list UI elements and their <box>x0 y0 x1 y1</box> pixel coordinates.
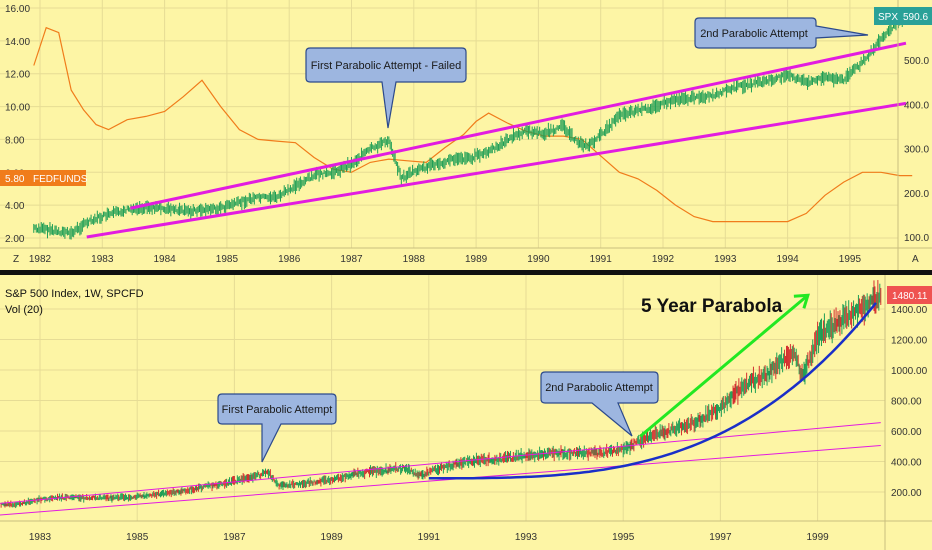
parabola-curve[interactable] <box>428 302 877 480</box>
bottom-x-tick: 1995 <box>612 532 635 543</box>
bottom-y-tick: 600.00 <box>891 427 922 438</box>
fedfunds-label: FEDFUNDS <box>33 174 88 185</box>
callout-second-top-text: 2nd Parabolic Attempt <box>700 28 808 40</box>
top-left-tick: 10.00 <box>5 103 30 114</box>
top-right-axis: 100.0 200.0 300.0 400.0 500.0 <box>904 56 929 244</box>
callout-first-failed-text: First Parabolic Attempt - Failed <box>311 60 461 72</box>
spx-value: 590.6 <box>903 12 928 23</box>
top-grid <box>0 0 898 248</box>
top-x-tick: 1983 <box>91 254 114 265</box>
fedfunds-value: 5.80 <box>5 174 25 185</box>
top-channel <box>86 41 907 239</box>
top-right-tick: 500.0 <box>904 56 929 67</box>
callout-first-bottom-text: First Parabolic Attempt <box>222 404 333 416</box>
bottom-x-axis: 1983 1985 1987 1989 1991 1993 1995 1997 1999 <box>29 532 829 543</box>
top-x-axis: 1982 1983 1984 1985 1986 1987 1988 1989 1990 1991… <box>29 254 862 265</box>
top-left-tick: 16.00 <box>5 4 30 15</box>
top-x-tick: 1988 <box>403 254 426 265</box>
fedfunds-badge-bg <box>0 170 86 186</box>
top-left-tick: 14.00 <box>5 37 30 48</box>
top-right-tick: 300.0 <box>904 145 929 156</box>
bottom-y-tick: 200.00 <box>891 488 922 499</box>
top-right-tick: 100.0 <box>904 233 929 244</box>
pane-divider[interactable] <box>0 270 932 275</box>
bottom-x-tick: 1997 <box>709 532 732 543</box>
bottom-y-tick: 400.00 <box>891 458 922 469</box>
axis-corner-right[interactable]: A <box>912 254 919 265</box>
top-x-tick: 1985 <box>216 254 239 265</box>
top-channel-upper[interactable] <box>130 41 907 210</box>
top-x-tick: 1989 <box>465 254 488 265</box>
fedfunds-series <box>33 26 913 223</box>
bottom-right-axis: 200.00 400.00 600.00 800.00 1000.00 1200.00 14… <box>891 305 928 499</box>
bottom-x-tick: 1987 <box>223 532 246 543</box>
legend-volume[interactable]: Vol (20) <box>5 304 43 316</box>
bottom-x-tick: 1993 <box>515 532 538 543</box>
bottom-channel-upper[interactable] <box>0 422 881 505</box>
bottom-channel-lower[interactable] <box>0 444 881 516</box>
spx-price-badge: SPX 590.6 <box>874 7 932 25</box>
bottom-x-tick: 1999 <box>806 532 829 543</box>
spx-symbol: SPX <box>878 12 898 23</box>
bottom-x-tick: 1983 <box>29 532 52 543</box>
callout-first-failed-shape <box>305 47 467 129</box>
top-x-tick: 1992 <box>652 254 675 265</box>
last-price-bg <box>887 286 932 304</box>
top-channel-lower[interactable] <box>86 101 907 239</box>
top-x-tick: 1994 <box>776 254 799 265</box>
sp500-series <box>0 280 882 509</box>
bottom-x-tick: 1989 <box>320 532 343 543</box>
top-right-tick: 200.0 <box>904 189 929 200</box>
top-left-tick: 12.00 <box>5 70 30 81</box>
top-left-tick: 2.00 <box>5 234 25 245</box>
bottom-x-tick: 1985 <box>126 532 149 543</box>
top-right-tick: 400.0 <box>904 100 929 111</box>
headline-5-year-parabola: 5 Year Parabola <box>641 296 783 317</box>
callout-first-bottom[interactable]: First Parabolic Attempt <box>217 393 337 463</box>
bottom-y-tick: 800.00 <box>891 397 922 408</box>
top-x-tick: 1984 <box>153 254 176 265</box>
legend-title[interactable]: S&P 500 Index, 1W, SPCFD <box>5 288 144 300</box>
fedfunds-line <box>33 26 913 223</box>
last-price-value: 1480.11 <box>892 291 928 302</box>
axis-corner-left[interactable]: Z <box>13 254 19 265</box>
callout-second-bottom-shape <box>540 371 659 437</box>
callout-second-top[interactable]: 2nd Parabolic Attempt <box>694 17 869 49</box>
top-left-tick: 8.00 <box>5 135 25 146</box>
trend-arrow-head <box>793 293 810 309</box>
top-x-tick: 1991 <box>590 254 613 265</box>
callout-first-bottom-shape <box>217 393 337 463</box>
callout-second-bottom[interactable]: 2nd Parabolic Attempt <box>540 371 659 437</box>
last-price-badge: 1480.11 <box>887 286 932 304</box>
callout-second-top-shape <box>694 17 869 49</box>
bottom-x-tick: 1991 <box>418 532 441 543</box>
callout-second-bottom-text: 2nd Parabolic Attempt <box>545 382 653 394</box>
top-left-tick: 4.00 <box>5 201 25 212</box>
bottom-y-tick: 1000.00 <box>891 366 928 377</box>
spx-badge-bg <box>874 7 932 25</box>
trend-arrow[interactable] <box>639 294 809 438</box>
top-x-tick: 1987 <box>340 254 363 265</box>
callout-first-failed[interactable]: First Parabolic Attempt - Failed <box>305 47 467 129</box>
top-x-tick: 1990 <box>527 254 550 265</box>
bottom-drawings <box>0 293 881 516</box>
top-x-tick: 1982 <box>29 254 52 265</box>
bottom-y-tick: 1200.00 <box>891 336 928 347</box>
top-x-tick: 1993 <box>714 254 737 265</box>
top-x-tick: 1986 <box>278 254 301 265</box>
fedfunds-badge: 5.80 FEDFUNDS <box>0 170 88 186</box>
bottom-y-tick: 1400.00 <box>891 305 928 316</box>
top-x-tick: 1995 <box>839 254 862 265</box>
